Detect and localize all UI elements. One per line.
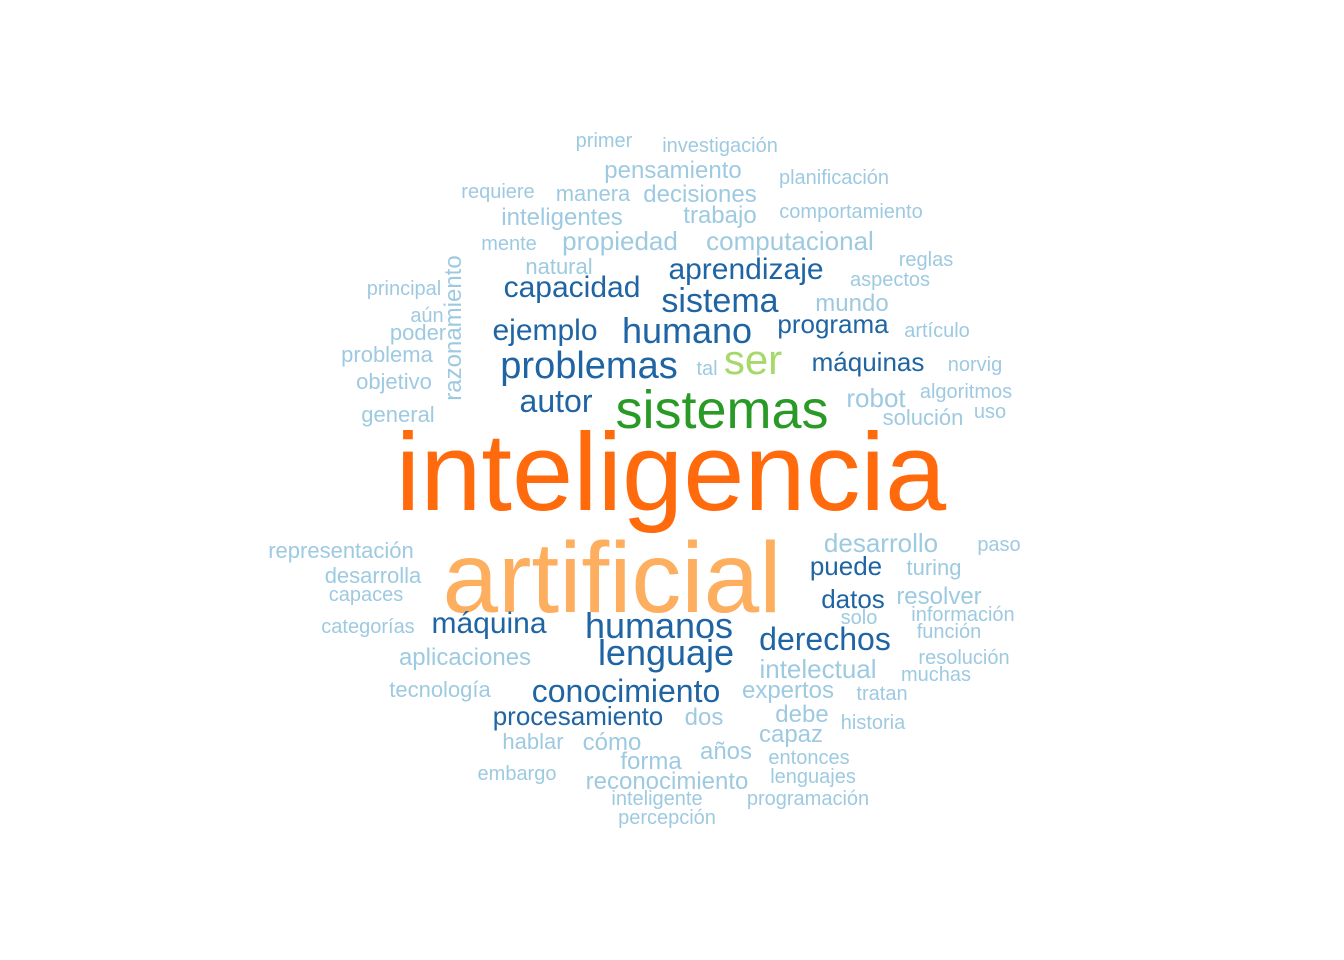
word-informacion: información bbox=[911, 604, 1014, 626]
word-capacidad: capacidad bbox=[504, 271, 641, 304]
word-como: cómo bbox=[583, 729, 642, 756]
word-dos: dos bbox=[685, 704, 724, 731]
word-turing: turing bbox=[906, 555, 961, 580]
word-categorias: categorías bbox=[321, 616, 414, 638]
word-programacion: programación bbox=[747, 788, 869, 810]
word-requiere: requiere bbox=[461, 181, 534, 203]
word-comportamiento: comportamiento bbox=[779, 201, 922, 223]
word-ejemplo: ejemplo bbox=[492, 314, 597, 347]
word-primer: primer bbox=[576, 130, 633, 152]
word-resolucion: resolución bbox=[918, 647, 1009, 669]
word-capaz: capaz bbox=[759, 721, 823, 748]
word-problemas: problemas bbox=[500, 345, 677, 387]
word-resolver: resolver bbox=[896, 583, 981, 610]
word-desarrollo: desarrollo bbox=[824, 528, 938, 558]
word-maquina: máquina bbox=[431, 607, 546, 640]
word-principal: principal bbox=[367, 278, 441, 300]
word-solo: solo bbox=[841, 607, 878, 629]
word-artificial: artificial bbox=[443, 522, 782, 634]
word-historia: historia bbox=[841, 712, 906, 734]
word-procesamiento: procesamiento bbox=[493, 701, 664, 731]
word-inteligencia: inteligencia bbox=[396, 411, 947, 534]
word-inteligente: inteligente bbox=[611, 788, 702, 810]
word-uso: uso bbox=[974, 401, 1006, 423]
word-computacional: computacional bbox=[706, 226, 874, 256]
word-poder: poder bbox=[390, 320, 446, 345]
word-conocimiento: conocimiento bbox=[532, 673, 721, 709]
word-muchas: muchas bbox=[901, 664, 971, 686]
word-paso: paso bbox=[977, 534, 1020, 556]
word-programa: programa bbox=[777, 309, 889, 339]
word-mente: mente bbox=[481, 233, 537, 255]
word-planificacion: planificación bbox=[779, 167, 889, 189]
word-manera: manera bbox=[556, 181, 631, 206]
word-forma: forma bbox=[620, 748, 682, 775]
word-sistemas: sistemas bbox=[615, 380, 828, 440]
word-hablar: hablar bbox=[502, 729, 563, 754]
word-maquinas: máquinas bbox=[812, 347, 925, 377]
word-aplicaciones: aplicaciones bbox=[399, 644, 531, 671]
word-propiedad: propiedad bbox=[562, 226, 678, 256]
word-reconocimiento: reconocimiento bbox=[586, 768, 749, 795]
word-entonces: entonces bbox=[768, 747, 849, 769]
word-norvig: norvig bbox=[948, 354, 1002, 376]
word-intelectual: intelectual bbox=[759, 654, 876, 684]
word-aprendizaje: aprendizaje bbox=[668, 253, 823, 286]
word-algoritmos: algoritmos bbox=[920, 381, 1012, 403]
word-sistema: sistema bbox=[661, 282, 778, 320]
word-mundo: mundo bbox=[815, 290, 888, 317]
word-tratan: tratan bbox=[856, 683, 907, 705]
word-objetivo: objetivo bbox=[356, 369, 432, 394]
word-trabajo: trabajo bbox=[683, 202, 756, 229]
word-percepcion: percepción bbox=[618, 807, 716, 829]
word-articulo: artículo bbox=[904, 320, 970, 342]
word-anos: años bbox=[700, 738, 752, 765]
word-embargo: embargo bbox=[478, 763, 557, 785]
word-reglas: reglas bbox=[899, 249, 953, 271]
word-general: general bbox=[361, 402, 434, 427]
word-pensamiento: pensamiento bbox=[604, 157, 741, 184]
word-decisiones: decisiones bbox=[643, 181, 756, 208]
word-robot: robot bbox=[846, 383, 906, 413]
word-representacion: representación bbox=[268, 538, 414, 563]
word-derechos: derechos bbox=[759, 621, 891, 657]
word-funcion: función bbox=[917, 621, 982, 643]
word-autor: autor bbox=[520, 383, 593, 419]
word-investigacion: investigación bbox=[662, 135, 778, 157]
word-datos: datos bbox=[821, 584, 885, 614]
word-desarrolla: desarrolla bbox=[325, 563, 422, 588]
word-capaces: capaces bbox=[329, 584, 404, 606]
word-natural: natural bbox=[525, 254, 592, 279]
word-solucion: solución bbox=[883, 405, 964, 430]
word-humano: humano bbox=[622, 310, 752, 351]
word-puede: puede bbox=[810, 551, 882, 581]
word-ser: ser bbox=[724, 336, 782, 383]
word-razonamiento: razonamiento bbox=[440, 255, 467, 400]
word-debe: debe bbox=[775, 701, 828, 728]
word-lenguaje: lenguaje bbox=[598, 632, 734, 673]
word-expertos: expertos bbox=[742, 677, 834, 704]
word-tecnologia: tecnología bbox=[389, 677, 491, 702]
word-aun: aún bbox=[410, 305, 443, 327]
word-problema: problema bbox=[341, 342, 433, 367]
word-tal: tal bbox=[696, 358, 717, 380]
word-inteligentes: inteligentes bbox=[501, 204, 622, 231]
word-humanos: humanos bbox=[585, 605, 733, 646]
word-aspectos: aspectos bbox=[850, 269, 930, 291]
word-lenguajes: lenguajes bbox=[770, 766, 856, 788]
